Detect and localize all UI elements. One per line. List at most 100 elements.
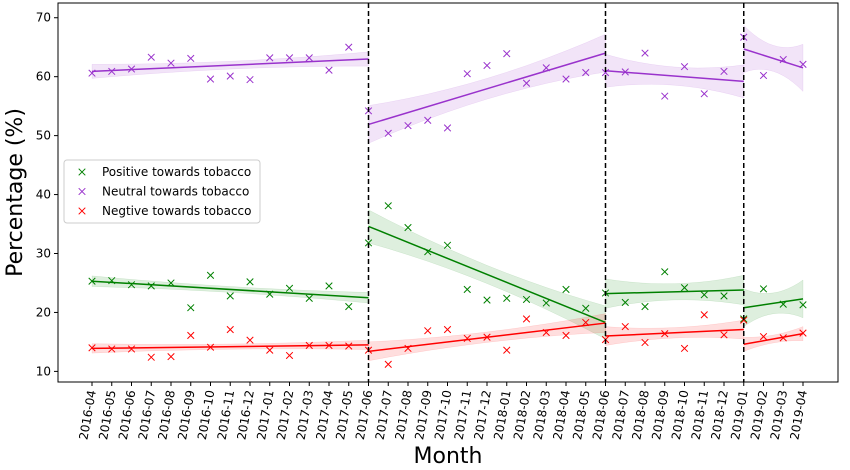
x-tick-label-12: 2017-04 (313, 389, 335, 441)
x-tick-label-11: 2017-03 (294, 389, 316, 441)
trend-line-series-0-segment-1 (368, 225, 606, 324)
marker-series-1-point-6 (206, 75, 215, 83)
marker-series-2-point-28 (641, 338, 649, 347)
marker-series-0-point-5 (187, 304, 195, 312)
marker-series-2-point-17 (424, 327, 432, 335)
x-tick-label-3: 2016-07 (136, 389, 158, 441)
marker-series-2-point-22 (522, 315, 531, 323)
marker-series-0-point-12 (325, 282, 333, 290)
marker-series-2-point-8 (246, 336, 254, 344)
marker-series-1-point-25 (582, 68, 590, 77)
x-tick-label-10: 2017-02 (274, 389, 296, 441)
marker-series-0-point-21 (503, 294, 511, 302)
marker-series-2-point-13 (345, 342, 353, 350)
legend-label-0: Positive towards tobacco (102, 165, 251, 179)
marker-series-1-point-17 (424, 116, 432, 124)
marker-series-1-point-29 (661, 92, 669, 100)
marker-series-1-point-18 (443, 124, 452, 132)
marker-series-2-point-31 (700, 311, 708, 319)
marker-series-0-point-22 (522, 295, 531, 304)
trend-line-series-1-segment-3 (743, 48, 804, 69)
marker-series-0-point-20 (483, 296, 491, 304)
trend-line-series-1-segment-1 (368, 52, 606, 126)
marker-series-1-point-32 (720, 67, 728, 76)
x-tick-label-28: 2018-08 (629, 389, 651, 441)
marker-series-2-point-10 (285, 351, 294, 360)
marker-series-1-point-36 (799, 60, 807, 68)
marker-series-0-point-15 (384, 202, 392, 210)
trend-line-series-2-segment-2 (605, 328, 744, 337)
marker-series-0-point-35 (779, 300, 787, 308)
y-tick-label-4: 50 (36, 129, 51, 143)
marker-series-0-point-11 (305, 294, 313, 302)
marker-series-2-point-11 (305, 341, 313, 350)
marker-series-0-point-13 (345, 302, 353, 311)
marker-series-0-point-29 (661, 268, 669, 276)
marker-series-1-point-1 (108, 67, 116, 76)
y-tick-label-5: 60 (36, 70, 51, 84)
marker-series-2-point-24 (562, 331, 570, 340)
marker-series-0-point-6 (206, 271, 215, 279)
marker-series-2-point-29 (661, 330, 669, 338)
marker-series-0-point-17 (424, 248, 432, 256)
x-tick-label-26: 2018-06 (590, 389, 612, 441)
x-tick-label-25: 2018-05 (570, 389, 592, 441)
marker-series-2-point-25 (582, 318, 590, 327)
marker-series-1-point-28 (641, 49, 649, 57)
marker-series-2-point-36 (799, 329, 807, 337)
trend-line-series-2-segment-3 (743, 332, 804, 346)
marker-series-0-point-34 (759, 285, 768, 293)
x-tick-label-34: 2019-02 (748, 389, 770, 441)
marker-series-2-point-9 (266, 346, 274, 354)
marker-series-0-point-24 (562, 285, 570, 294)
marker-series-1-point-26 (601, 68, 610, 77)
marker-series-0-point-28 (641, 302, 649, 311)
marker-series-1-point-35 (779, 55, 787, 64)
marker-series-0-point-31 (700, 291, 708, 299)
x-tick-label-23: 2018-03 (531, 389, 553, 441)
y-tick-label-1: 20 (36, 305, 51, 319)
marker-series-1-point-8 (246, 75, 254, 84)
x-tick-label-30: 2018-10 (669, 389, 691, 441)
marker-series-1-point-16 (404, 121, 412, 130)
marker-series-0-point-18 (443, 241, 452, 249)
marker-series-2-point-21 (503, 346, 511, 354)
marker-series-1-point-34 (759, 71, 768, 80)
marker-series-2-point-3 (147, 353, 155, 361)
x-tick-label-0: 2016-04 (76, 389, 98, 441)
marker-series-0-point-9 (266, 290, 274, 298)
marker-series-1-point-24 (562, 75, 570, 83)
x-axis: 2016-042016-052016-062016-072016-082016-… (76, 382, 810, 441)
marker-series-1-point-22 (522, 79, 531, 87)
marker-series-2-point-33 (740, 316, 748, 324)
marker-series-0-point-36 (799, 301, 807, 309)
y-axis-title: Percentage (%) (3, 108, 28, 277)
marker-series-2-point-4 (167, 353, 175, 361)
legend-label-1: Neutral towards tobacco (102, 185, 249, 199)
marker-series-0-point-2 (127, 281, 136, 289)
legend: Positive towards tobacco Neutral towards … (63, 159, 261, 224)
marker-series-2-point-15 (384, 360, 392, 368)
x-tick-label-5: 2016-09 (175, 389, 197, 441)
x-tick-label-16: 2017-08 (392, 389, 414, 441)
marker-series-1-point-9 (266, 54, 274, 62)
y-tick-label-0: 10 (36, 364, 51, 378)
marker-series-2-point-27 (621, 322, 629, 331)
x-tick-label-17: 2017-09 (412, 389, 434, 441)
x-tick-label-24: 2018-04 (550, 389, 572, 441)
marker-series-0-point-10 (285, 284, 294, 292)
legend-label-2: Negtive towards tobacco (102, 204, 252, 218)
marker-series-2-point-7 (226, 325, 234, 334)
marker-series-0-point-1 (108, 276, 116, 285)
x-tick-label-2: 2016-06 (116, 389, 138, 441)
marker-series-2-point-30 (680, 344, 689, 353)
marker-series-2-point-12 (325, 341, 333, 350)
x-axis-title: Month (414, 444, 483, 469)
marker-series-0-point-0 (88, 277, 96, 285)
marker-series-0-point-16 (404, 223, 412, 232)
marker-series-1-point-10 (285, 54, 294, 62)
y-tick-label-2: 30 (36, 247, 51, 261)
x-tick-label-6: 2016-10 (195, 389, 217, 441)
marker-series-2-point-19 (463, 334, 471, 343)
